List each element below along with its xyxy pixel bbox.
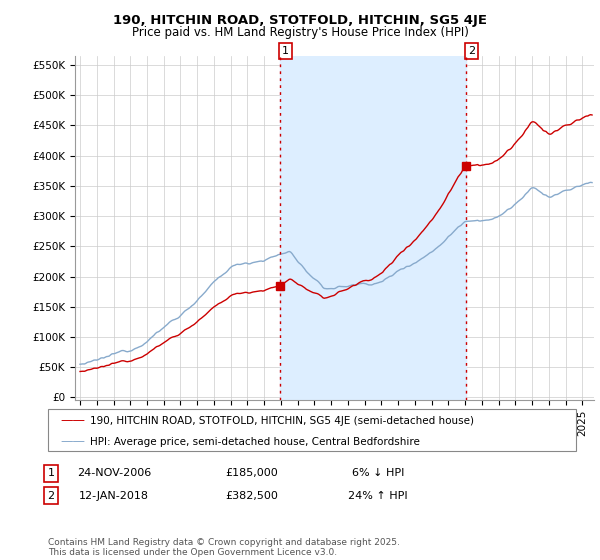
Text: ——: —— bbox=[60, 435, 85, 448]
Text: 24% ↑ HPI: 24% ↑ HPI bbox=[348, 491, 408, 501]
Text: Price paid vs. HM Land Registry's House Price Index (HPI): Price paid vs. HM Land Registry's House … bbox=[131, 26, 469, 39]
Text: 1: 1 bbox=[282, 46, 289, 56]
Text: 24-NOV-2006: 24-NOV-2006 bbox=[77, 468, 151, 478]
Text: 1: 1 bbox=[47, 468, 55, 478]
Text: 12-JAN-2018: 12-JAN-2018 bbox=[79, 491, 149, 501]
Text: 2: 2 bbox=[468, 46, 475, 56]
Text: 190, HITCHIN ROAD, STOTFOLD, HITCHIN, SG5 4JE: 190, HITCHIN ROAD, STOTFOLD, HITCHIN, SG… bbox=[113, 14, 487, 27]
Text: 6% ↓ HPI: 6% ↓ HPI bbox=[352, 468, 404, 478]
Text: £185,000: £185,000 bbox=[226, 468, 278, 478]
Text: 2: 2 bbox=[47, 491, 55, 501]
Text: ——: —— bbox=[60, 414, 85, 427]
Text: 190, HITCHIN ROAD, STOTFOLD, HITCHIN, SG5 4JE (semi-detached house): 190, HITCHIN ROAD, STOTFOLD, HITCHIN, SG… bbox=[90, 416, 474, 426]
Text: HPI: Average price, semi-detached house, Central Bedfordshire: HPI: Average price, semi-detached house,… bbox=[90, 437, 420, 446]
Bar bbox=[280, 56, 466, 400]
Text: Contains HM Land Registry data © Crown copyright and database right 2025.
This d: Contains HM Land Registry data © Crown c… bbox=[48, 538, 400, 557]
Text: £382,500: £382,500 bbox=[226, 491, 278, 501]
